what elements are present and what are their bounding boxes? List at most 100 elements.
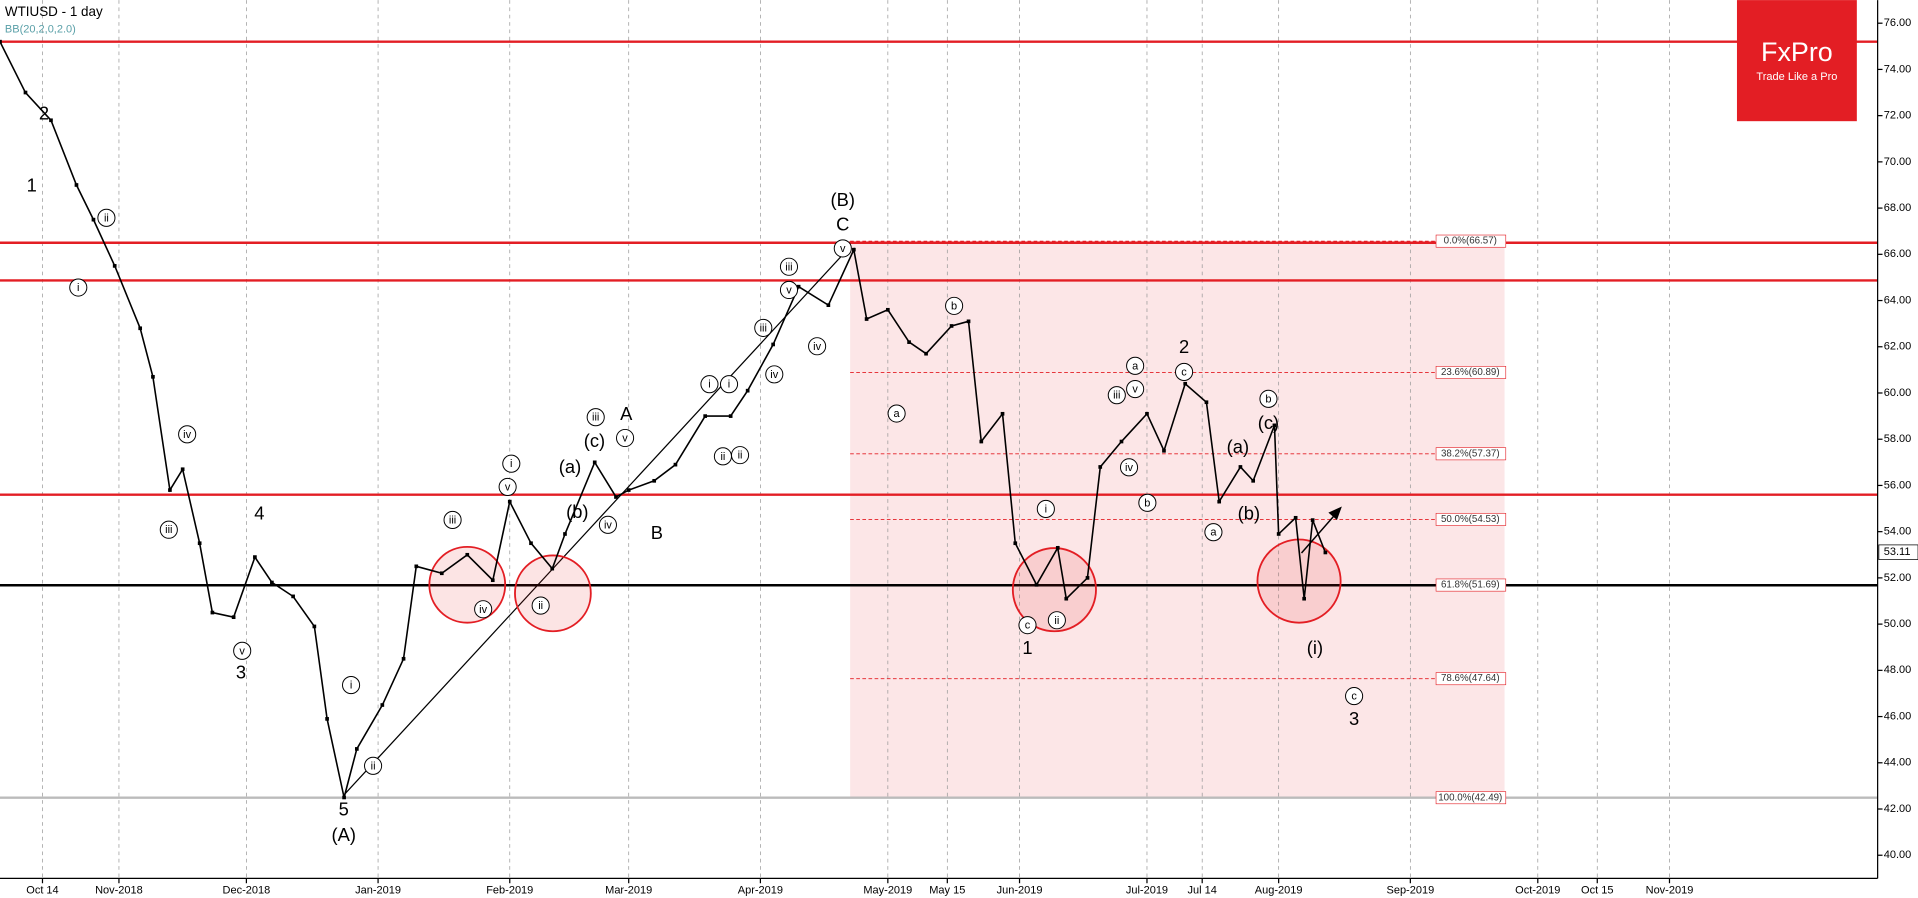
wave-label-circle [598, 515, 617, 534]
wave-label: a [894, 408, 901, 420]
y-tick-label: 58.00 [1884, 433, 1912, 445]
price-point [1293, 515, 1298, 520]
wave-label: c [1025, 620, 1031, 632]
price-point [342, 795, 346, 800]
wave-label-circle [502, 454, 521, 473]
price-point [796, 284, 801, 289]
y-tick-label: 72.00 [1884, 110, 1912, 122]
price-point [1217, 499, 1222, 504]
y-tick-label: 64.00 [1884, 294, 1912, 306]
x-tick-label: Sep-2019 [1386, 884, 1434, 896]
wave-label: iii [785, 261, 792, 273]
price-point [1272, 423, 1277, 428]
wave-label: iii [165, 524, 172, 536]
fibonacci-label-box [1435, 447, 1507, 461]
price-point [197, 541, 202, 546]
wave-label-circle [779, 257, 799, 276]
price-point [745, 388, 750, 393]
wave-label: (c) [1258, 412, 1279, 433]
wave-label: iv [604, 519, 612, 531]
wave-label: B [651, 522, 663, 543]
highlight-circle [514, 554, 592, 633]
last-price-label: 53.11 [1884, 546, 1911, 558]
wave-label: ii [104, 212, 109, 224]
wave-label-circle [887, 404, 906, 423]
x-tick-label: Oct-2019 [1515, 884, 1560, 896]
price-point [592, 460, 597, 465]
logo-tagline: Trade Like a Pro [1756, 71, 1837, 83]
highlight-circle [428, 545, 507, 624]
wave-label: v [1132, 384, 1138, 396]
fibonacci-label: 38.2%(57.37) [1441, 448, 1500, 459]
wave-label-circle [808, 337, 827, 356]
fibonacci-label: 0.0%(66.57) [1444, 236, 1497, 247]
x-tick-label: Mar-2019 [605, 884, 652, 896]
x-tick-label: Dec-2018 [223, 884, 271, 896]
y-tick-label: 68.00 [1884, 202, 1912, 214]
wave-label: v [239, 645, 245, 657]
wave-label: iv [770, 369, 778, 381]
wave-label: a [1132, 360, 1139, 372]
last-price-box [1878, 544, 1918, 560]
arrow-head [1328, 506, 1342, 520]
price-point [1085, 576, 1090, 580]
y-tick-label: 46.00 [1884, 710, 1912, 722]
wave-label: b [951, 300, 957, 312]
price-point [1204, 400, 1209, 405]
price-point [924, 351, 928, 356]
price-point [1302, 596, 1306, 601]
fibonacci-label: 61.8%(51.69) [1441, 580, 1500, 591]
wave-label: ii [1054, 615, 1059, 627]
wave-label: v [622, 433, 628, 445]
y-tick-label: 74.00 [1884, 63, 1912, 75]
price-point [151, 374, 155, 379]
price-point [1119, 439, 1124, 444]
wave-label-circle [1259, 389, 1278, 408]
wave-label-circle [616, 428, 635, 448]
price-point [401, 656, 406, 661]
price-point [490, 578, 495, 583]
wave-label-circle [1036, 499, 1055, 518]
fibonacci-label: 78.6%(47.64) [1441, 673, 1500, 684]
price-point [852, 247, 856, 252]
y-tick-label: 76.00 [1884, 17, 1912, 29]
price-line [0, 41, 1327, 798]
x-tick-label: Apr-2019 [738, 884, 783, 896]
wave-label-circle [730, 446, 750, 465]
wave-label: 3 [236, 661, 246, 682]
price-point [380, 703, 385, 707]
price-point [886, 307, 890, 312]
wave-label: v [786, 285, 792, 297]
price-point [1098, 465, 1103, 469]
indicator-label: BB(20,2,0,2.0) [5, 23, 76, 35]
wave-label: iv [1125, 462, 1133, 474]
wave-label: iii [760, 322, 767, 334]
price-point [1183, 381, 1188, 386]
y-tick-label: 70.00 [1884, 156, 1912, 168]
wave-label-circle [586, 408, 605, 427]
wave-label: a [1210, 527, 1217, 539]
wave-label-circle [69, 278, 88, 297]
x-tick-label: Jan-2019 [355, 884, 401, 896]
price-point [626, 488, 631, 492]
wave-label: 3 [1349, 708, 1359, 729]
fibonacci-label-box [1435, 791, 1507, 805]
wave-label: (c) [584, 430, 605, 451]
x-tick-label: Jul 14 [1188, 884, 1217, 896]
price-point [1251, 478, 1256, 483]
price-point [1162, 448, 1166, 453]
price-point [966, 319, 971, 324]
wave-label-circle [1047, 611, 1066, 630]
wave-label-circle [1126, 380, 1145, 399]
price-point [550, 566, 555, 571]
y-tick-label: 44.00 [1884, 757, 1912, 769]
fibonacci-label: 23.6%(60.89) [1441, 367, 1500, 378]
x-tick-label: Nov-2019 [1646, 884, 1694, 896]
x-tick-label: Jun-2019 [997, 884, 1043, 896]
fibonacci-label-box [1435, 234, 1507, 248]
price-point [1310, 518, 1315, 522]
price-point [728, 414, 733, 418]
price-point [826, 303, 831, 307]
price-point [325, 717, 329, 721]
